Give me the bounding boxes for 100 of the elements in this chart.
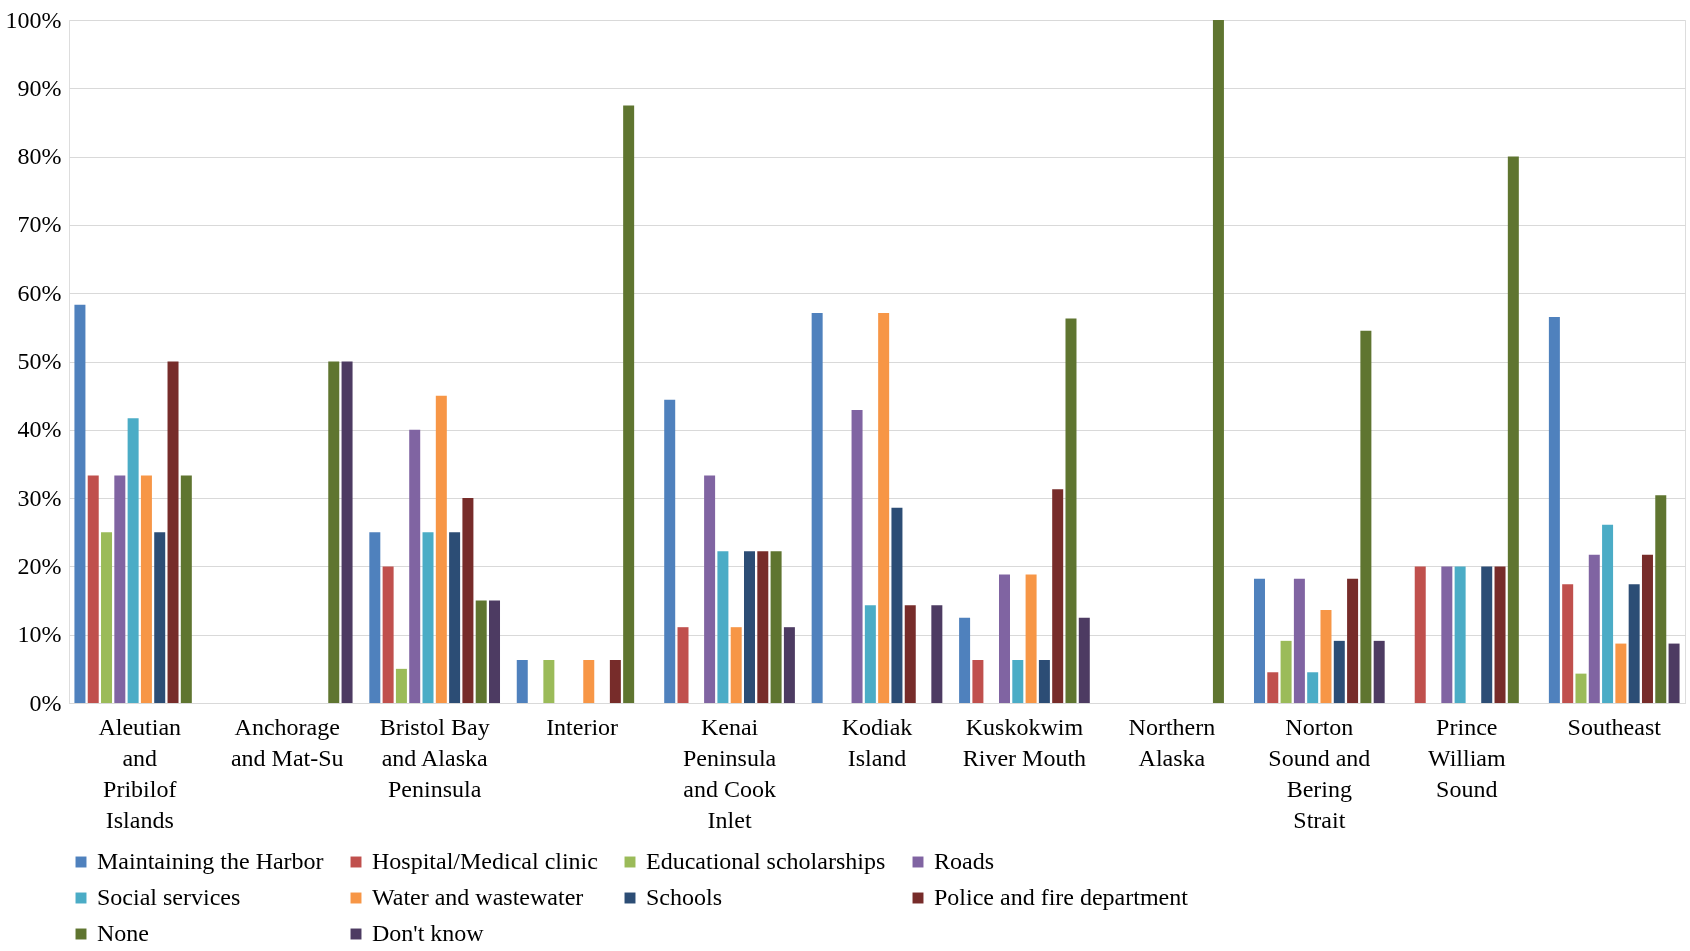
bar xyxy=(891,507,903,703)
bar xyxy=(101,532,113,703)
legend-label: Water and wastewater xyxy=(372,884,584,910)
bar xyxy=(1668,643,1680,703)
y-tick-label: 90% xyxy=(17,74,62,101)
y-tick-label: 30% xyxy=(17,484,62,511)
bar xyxy=(717,551,729,703)
bar xyxy=(1280,640,1292,703)
bar xyxy=(1481,566,1493,703)
legend-label: Schools xyxy=(646,884,723,910)
legend-label: Maintaining the Harbor xyxy=(97,848,324,874)
legend-label: Don't know xyxy=(372,920,485,946)
bar xyxy=(851,409,863,703)
y-tick-label: 100% xyxy=(5,6,62,33)
bar xyxy=(757,551,769,703)
x-tick-label: Anchorage and Mat-Su xyxy=(230,713,344,771)
bar xyxy=(1414,566,1426,703)
y-tick-label: 70% xyxy=(17,211,62,238)
bar xyxy=(475,600,487,703)
bar xyxy=(395,668,407,703)
bar xyxy=(489,600,501,703)
bar xyxy=(1441,566,1453,703)
bar xyxy=(1347,578,1359,703)
bar xyxy=(999,574,1010,703)
bar xyxy=(1267,672,1279,703)
x-tick-label: Kuskokwim River Mouth xyxy=(962,713,1087,771)
bar xyxy=(623,105,635,703)
x-tick-label: Bristol Bay and Alaska Peninsula xyxy=(379,713,490,802)
x-tick-label: Prince William Sound xyxy=(1427,713,1506,802)
bar xyxy=(114,475,126,703)
bar xyxy=(74,304,86,703)
bar xyxy=(1253,578,1265,703)
bar xyxy=(1360,330,1372,703)
bar xyxy=(1615,643,1627,703)
bar xyxy=(435,395,447,703)
x-tick-label: Kodiak Island xyxy=(841,713,913,771)
bar xyxy=(811,313,823,703)
bar xyxy=(972,659,984,703)
bar xyxy=(1548,317,1560,703)
bar xyxy=(1078,617,1090,703)
bar xyxy=(1052,489,1064,703)
y-tick-label: 80% xyxy=(17,143,62,170)
legend-label: Educational scholarships xyxy=(646,848,886,874)
bar xyxy=(664,399,676,703)
bar xyxy=(609,659,621,703)
x-tick-label: Kenai Peninsula and Cook Inlet xyxy=(682,713,777,833)
y-tick-label: 50% xyxy=(17,348,62,374)
bar xyxy=(878,313,890,703)
legend-label: Police and fire department xyxy=(934,884,1189,910)
bar xyxy=(140,475,152,703)
bar xyxy=(1373,640,1385,703)
bar xyxy=(583,659,595,703)
bar xyxy=(864,605,876,703)
bar xyxy=(87,475,99,703)
bar xyxy=(382,566,394,703)
bar xyxy=(341,361,353,703)
x-tick-label: Southeast xyxy=(1567,713,1662,740)
bar xyxy=(770,551,782,703)
bar xyxy=(328,361,340,703)
bar xyxy=(1025,574,1037,703)
bar xyxy=(1065,318,1077,703)
legend-label: Roads xyxy=(934,848,994,874)
bar xyxy=(1562,584,1574,703)
bar xyxy=(462,498,474,703)
y-tick-label: 60% xyxy=(17,279,62,306)
bar xyxy=(1602,524,1614,703)
bar xyxy=(1293,578,1305,703)
bar xyxy=(449,532,461,703)
bar xyxy=(677,627,689,703)
bar xyxy=(1012,659,1024,703)
bar xyxy=(1507,156,1519,703)
legend-label: None xyxy=(97,920,149,946)
bar xyxy=(409,429,421,703)
x-tick-label: Norton Sound and Bering Strait xyxy=(1268,713,1371,833)
bar xyxy=(167,361,179,703)
y-tick-label: 10% xyxy=(17,621,62,648)
legend-label: Hospital/Medical clinic xyxy=(372,848,598,874)
bar xyxy=(904,605,916,703)
bar xyxy=(1307,672,1319,703)
bar xyxy=(1588,554,1600,703)
bar xyxy=(1320,610,1332,703)
bar xyxy=(1628,584,1640,703)
bar xyxy=(959,617,971,703)
bar xyxy=(1494,566,1506,703)
bar xyxy=(516,659,528,703)
bar xyxy=(154,532,166,703)
bar xyxy=(1454,566,1466,703)
bar xyxy=(1575,673,1587,703)
bar xyxy=(704,475,716,703)
y-tick-label: 0% xyxy=(29,689,62,716)
legend-label: Social services xyxy=(97,884,241,910)
bar xyxy=(1655,495,1667,703)
bar xyxy=(730,627,742,703)
x-tick-label: Aleutian and Pribilof Islands xyxy=(98,713,182,833)
bar xyxy=(1038,659,1050,703)
bar xyxy=(422,532,434,703)
bar xyxy=(1333,640,1345,703)
bar xyxy=(180,475,192,703)
bar xyxy=(1212,20,1224,703)
y-tick-label: 40% xyxy=(17,416,62,443)
